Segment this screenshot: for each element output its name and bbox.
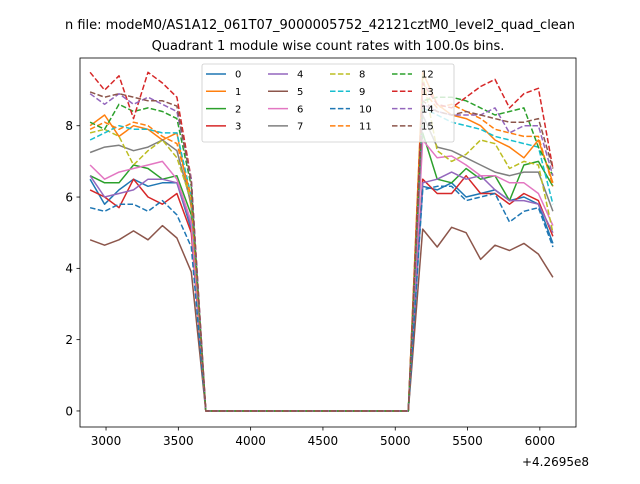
legend-label-3: 3 [235, 122, 241, 133]
y-tick-label: 6 [65, 190, 73, 204]
legend-label-2: 2 [235, 104, 241, 115]
legend-label-0: 0 [235, 70, 241, 81]
x-tick-label: 6000 [525, 434, 556, 448]
y-tick-label: 2 [65, 333, 73, 347]
legend-label-14: 14 [421, 104, 434, 115]
legend-label-10: 10 [359, 104, 372, 115]
x-tick-label: 5500 [452, 434, 483, 448]
legend-label-1: 1 [235, 87, 241, 98]
series-layer [89, 71, 554, 412]
y-tick-label: 0 [65, 404, 73, 418]
legend-label-9: 9 [359, 87, 365, 98]
chart-title: Quadrant 1 module wise count rates with … [152, 39, 505, 54]
legend-label-11: 11 [359, 122, 372, 133]
legend-box [201, 63, 455, 143]
x-tick-label: 4500 [308, 434, 339, 448]
y-tick-label: 8 [65, 119, 73, 133]
legend-label-12: 12 [421, 70, 434, 81]
series-line-15 [89, 91, 554, 412]
legend-label-7: 7 [297, 122, 303, 133]
x-tick-label: 3000 [91, 434, 122, 448]
y-axis-ticks: 0 2 4 6 8 [65, 119, 80, 418]
series-line-13 [89, 71, 554, 412]
series-line-12 [89, 96, 554, 412]
x-tick-label: 4000 [235, 434, 266, 448]
series-line-14 [89, 92, 554, 412]
plot-frame [79, 57, 577, 428]
x-tick-label: 5000 [380, 434, 411, 448]
legend-label-4: 4 [297, 70, 303, 81]
x-axis-offset-label: +4.2695e8 [522, 455, 589, 469]
legend-label-13: 13 [421, 87, 434, 98]
figure-suptitle: n file: modeM0/AS1A12_061T07_9000005752_… [65, 18, 575, 33]
x-axis-ticks: 3000 3500 4000 4500 5000 5500 6000 [91, 427, 555, 448]
x-tick-label: 3500 [163, 434, 194, 448]
legend-label-15: 15 [421, 122, 434, 133]
y-tick-label: 4 [65, 262, 73, 276]
legend-label-5: 5 [297, 87, 303, 98]
legend-label-8: 8 [359, 70, 365, 81]
legend-label-6: 6 [297, 104, 303, 115]
